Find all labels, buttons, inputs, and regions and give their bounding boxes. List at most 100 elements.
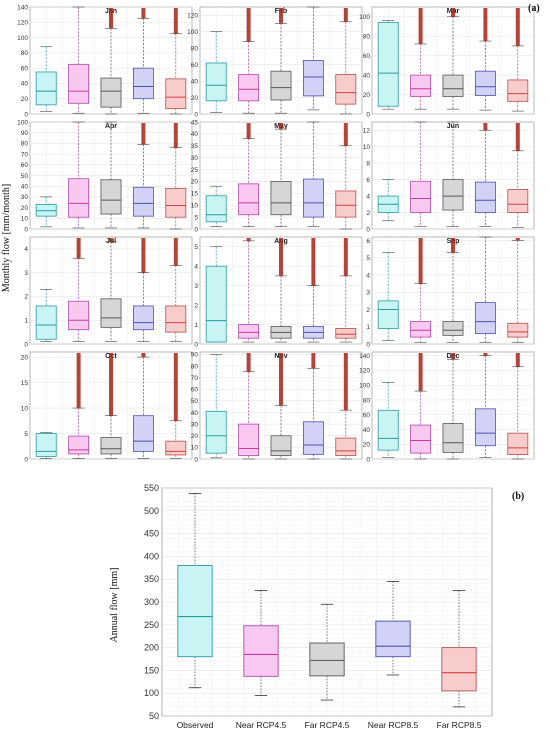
box-jul-5 xyxy=(165,238,187,342)
annual-y-tick-label: 350 xyxy=(144,574,159,584)
outlier-markers xyxy=(483,123,488,131)
y-tick-label: 90 xyxy=(21,130,29,137)
outlier-markers xyxy=(141,353,146,358)
box-body xyxy=(335,328,357,339)
box-jan-4 xyxy=(132,8,154,114)
y-tick-label: 4 xyxy=(194,263,198,270)
y-tick-label: 40 xyxy=(191,410,199,417)
box-body xyxy=(442,179,464,211)
outlier-markers xyxy=(483,353,488,356)
category-label: Observed xyxy=(177,720,214,730)
box-nov-5 xyxy=(335,353,357,460)
monthly-y-axis-label: Monthly flow [mm/month] xyxy=(1,184,12,292)
box-body xyxy=(270,435,292,456)
y-tick-label: 5 xyxy=(194,244,198,251)
y-tick-label: 40 xyxy=(191,131,199,138)
y-tick-label: 40 xyxy=(363,72,371,79)
y-tick-label: 40 xyxy=(21,81,29,88)
box-body xyxy=(132,415,154,452)
month-panel-may: 051015202530354045May xyxy=(191,119,363,233)
outlier-markers xyxy=(109,238,113,242)
box-body xyxy=(35,203,57,217)
box-body xyxy=(165,305,187,333)
y-tick-label: 100 xyxy=(187,29,198,36)
box-jun-3 xyxy=(442,121,464,227)
y-tick-label: 100 xyxy=(17,119,28,126)
box-body xyxy=(377,22,399,107)
y-tick-label: 80 xyxy=(191,363,199,370)
outlier-markers xyxy=(451,8,455,17)
box-body xyxy=(100,77,122,108)
box-body xyxy=(442,74,464,97)
annual-panel: 50 100 150 200 250 300 350 400 450 500 550 Observed… xyxy=(144,483,493,730)
category-label: Near RCP4.5 xyxy=(236,720,287,730)
annual-y-tick-label: 400 xyxy=(144,551,159,561)
box-may-3 xyxy=(270,123,292,227)
box-aug-3 xyxy=(270,238,292,343)
y-tick-label: 4 xyxy=(24,246,28,253)
annual-box-2: Near RCP4.5 xyxy=(236,590,287,730)
y-tick-label: 20 xyxy=(191,95,199,102)
y-tick-label: 70 xyxy=(191,375,199,382)
box-body xyxy=(165,440,187,456)
box-apr-5 xyxy=(165,123,187,230)
box-body xyxy=(270,181,292,216)
y-tick-label: 45 xyxy=(191,119,199,126)
box-oct-4 xyxy=(132,353,154,459)
outlier-markers xyxy=(141,8,146,19)
box-body xyxy=(335,74,357,105)
annual-box-1: Observed xyxy=(177,493,214,730)
y-tick-label: 5 xyxy=(24,431,28,438)
monthly-panels: 020406080100120140Jan020406080100120Feb0… xyxy=(17,4,535,463)
month-panel-mar: 020406080100Mar xyxy=(359,6,535,118)
y-tick-label: 10 xyxy=(21,405,29,412)
box-may-1 xyxy=(205,185,227,227)
box-dec-5 xyxy=(507,353,529,460)
box-body xyxy=(302,178,324,218)
outlier-markers xyxy=(76,353,81,409)
box-apr-3 xyxy=(100,121,122,229)
y-tick-label: 60 xyxy=(191,387,199,394)
y-tick-label: 100 xyxy=(17,35,28,42)
y-tick-label: 3 xyxy=(24,270,28,277)
box-body xyxy=(507,432,529,455)
y-tick-label: 80 xyxy=(363,33,371,40)
box-body xyxy=(205,410,227,454)
box-jan-5 xyxy=(165,8,187,115)
outlier-markers xyxy=(279,353,283,406)
box-oct-1 xyxy=(35,432,57,459)
y-tick-label: 5 xyxy=(366,255,370,262)
y-tick-label: 20 xyxy=(363,92,371,99)
box-body xyxy=(68,178,90,218)
outlier-markers xyxy=(76,238,81,259)
y-tick-label: 10 xyxy=(191,445,199,452)
y-tick-label: 40 xyxy=(191,78,199,85)
y-tick-label: 6 xyxy=(366,177,370,184)
y-tick-label: 0 xyxy=(194,111,198,118)
box-body xyxy=(309,642,345,677)
y-tick-label: 120 xyxy=(187,13,198,20)
y-tick-label: 50 xyxy=(21,173,29,180)
box-body xyxy=(100,437,122,455)
category-label: Far RCP8.5 xyxy=(437,720,482,730)
outlier-markers xyxy=(451,353,455,360)
box-body xyxy=(243,625,279,677)
annual-y-tick-label: 250 xyxy=(144,620,159,630)
box-nov-3 xyxy=(270,353,292,460)
box-body xyxy=(205,62,227,102)
box-may-2 xyxy=(238,123,260,227)
outlier-markers xyxy=(109,353,113,416)
outlier-markers xyxy=(418,8,423,44)
box-aug-1 xyxy=(205,246,227,343)
y-tick-label: 100 xyxy=(359,383,370,390)
outlier-markers xyxy=(311,238,316,286)
y-tick-label: 60 xyxy=(21,65,29,72)
box-sep-1 xyxy=(377,252,399,341)
y-tick-label: 2 xyxy=(24,294,28,301)
y-tick-label: 12 xyxy=(363,128,371,135)
y-tick-label: 15 xyxy=(191,191,199,198)
box-body xyxy=(205,265,227,343)
y-tick-label: 80 xyxy=(191,45,199,52)
box-body xyxy=(270,70,292,101)
